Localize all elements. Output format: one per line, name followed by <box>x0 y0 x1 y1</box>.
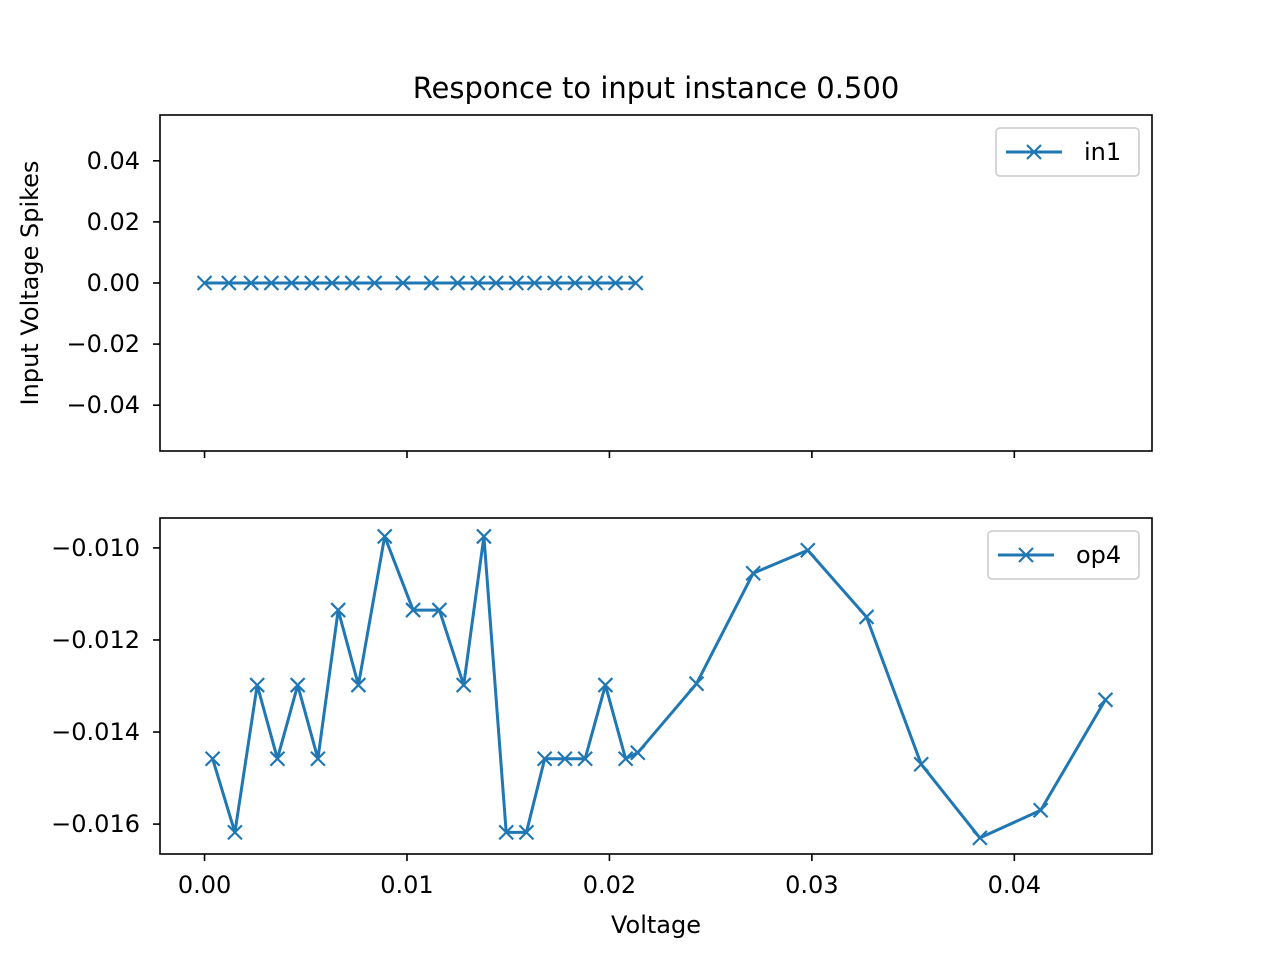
data-point-marker <box>972 830 988 846</box>
data-point-marker <box>330 602 346 618</box>
data-point-marker <box>304 275 320 291</box>
plot-area-frame <box>159 517 1153 855</box>
data-point-marker <box>310 750 326 767</box>
data-point-marker <box>455 677 472 693</box>
bottom-x-axis-label: Voltage <box>611 911 701 939</box>
data-point-marker <box>688 675 705 692</box>
data-point-marker <box>577 750 593 767</box>
x-tick-label: 0.01 <box>380 871 433 899</box>
legend-marker-sample <box>1026 144 1042 160</box>
data-point-marker <box>526 275 543 291</box>
y-tick-label: 0.02 <box>87 208 140 236</box>
legend-label: in1 <box>1084 138 1121 166</box>
data-point-marker <box>289 677 306 693</box>
data-point-marker <box>607 275 624 291</box>
legend-marker-sample <box>1018 547 1034 563</box>
data-point-marker <box>470 275 486 291</box>
plot-area-frame <box>159 114 1153 452</box>
x-tick-label: 0.04 <box>988 871 1041 899</box>
top-y-axis-label: Input Voltage Spikes <box>16 161 44 406</box>
data-point-marker <box>423 275 440 291</box>
y-tick-label: −0.04 <box>66 391 140 419</box>
data-point-marker <box>546 275 563 291</box>
chart-title: Responce to input instance 0.500 <box>413 71 900 105</box>
data-point-marker <box>1097 692 1114 708</box>
data-point-marker <box>476 528 492 545</box>
data-point-marker <box>344 275 361 291</box>
data-point-marker <box>1032 802 1049 819</box>
y-tick-label: −0.02 <box>66 330 140 358</box>
data-point-marker <box>587 275 604 291</box>
data-point-marker <box>376 528 393 545</box>
data-point-marker <box>405 602 421 618</box>
data-point-marker <box>567 275 583 291</box>
legend-box <box>987 530 1140 580</box>
data-point-marker <box>617 750 634 767</box>
data-point-marker <box>227 824 243 841</box>
data-point-marker <box>913 756 929 773</box>
data-point-marker <box>269 750 286 767</box>
data-point-marker <box>196 275 213 291</box>
bottom-subplot: 0.00 0.01 0.02 0.03 0.04 −0.010 −0.012 −0.014 −0… <box>51 517 1153 899</box>
data-point-marker <box>557 750 573 767</box>
data-point-marker <box>518 824 535 841</box>
data-point-marker <box>249 677 265 693</box>
data-point-marker <box>630 744 646 761</box>
data-point-marker <box>508 275 525 291</box>
data-point-marker <box>597 677 614 693</box>
top-subplot: 0.04 0.02 0.00 −0.02 −0.04 in1 <box>66 114 1153 458</box>
y-tick-label: −0.016 <box>51 810 140 838</box>
data-point-marker <box>243 275 259 291</box>
y-tick-label: −0.014 <box>51 718 140 746</box>
data-point-marker <box>745 565 761 582</box>
data-point-marker <box>350 677 367 693</box>
data-point-marker <box>204 750 221 767</box>
legend-box <box>995 127 1140 177</box>
data-point-marker <box>858 609 875 625</box>
data-point-marker <box>498 824 514 841</box>
data-point-marker <box>449 275 466 291</box>
data-point-marker <box>395 275 411 291</box>
data-point-marker <box>536 750 553 767</box>
data-point-marker <box>283 275 300 291</box>
data-point-marker <box>263 275 280 291</box>
x-tick-label: 0.03 <box>785 871 838 899</box>
data-point-marker <box>324 275 340 291</box>
data-point-marker <box>431 602 448 618</box>
y-tick-label: 0.04 <box>87 147 140 175</box>
y-tick-label: −0.010 <box>51 534 140 562</box>
data-point-marker <box>366 275 383 291</box>
data-point-marker <box>800 542 816 558</box>
data-point-marker <box>488 275 504 291</box>
x-tick-label: 0.00 <box>178 871 231 899</box>
y-tick-label: 0.00 <box>87 269 140 297</box>
x-tick-label: 0.02 <box>583 871 636 899</box>
y-tick-label: −0.012 <box>51 626 140 654</box>
legend-label: op4 <box>1076 541 1121 569</box>
data-point-marker <box>221 275 237 291</box>
data-point-marker <box>627 275 644 291</box>
